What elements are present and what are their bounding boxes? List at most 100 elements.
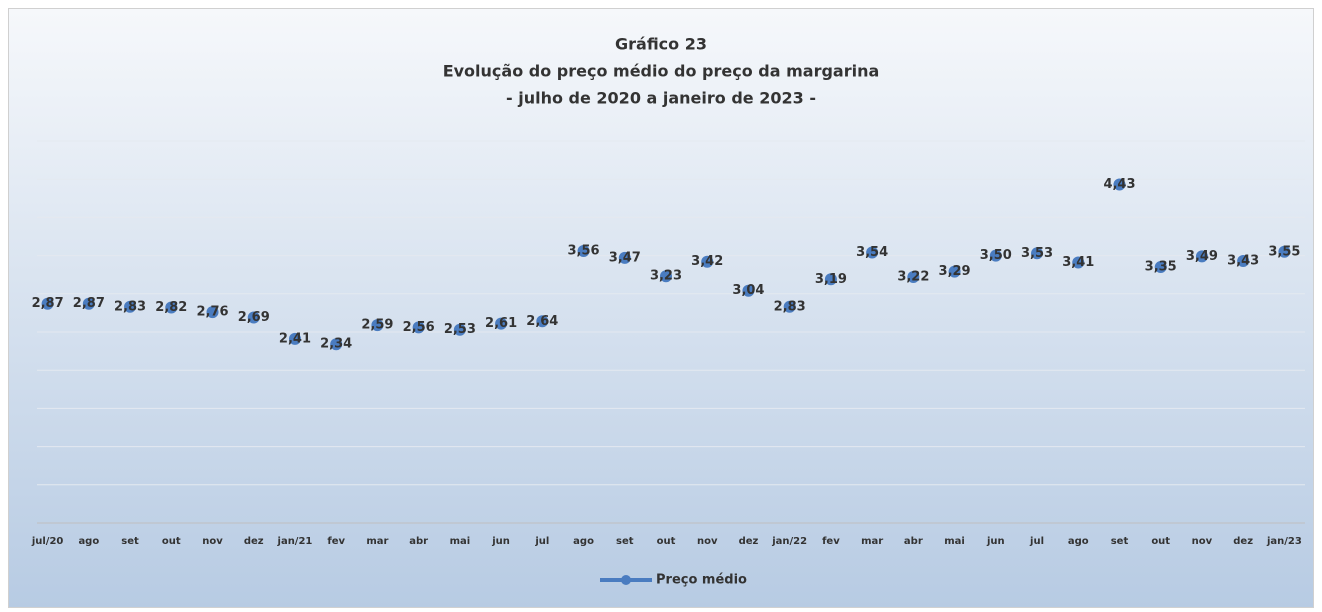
data-point xyxy=(1237,254,1250,267)
data-point xyxy=(1195,250,1208,263)
data-label: 2,59 xyxy=(361,318,393,333)
chart-subtitle: - julho de 2020 a janeiro de 2023 - xyxy=(506,89,816,108)
data-label: 2,87 xyxy=(32,296,64,311)
x-tick-label: dez xyxy=(739,536,759,547)
x-tick-label: mai xyxy=(944,536,965,547)
data-label: 3,04 xyxy=(732,283,764,298)
data-label: 3,53 xyxy=(1021,246,1053,261)
x-tick-label: mar xyxy=(366,536,388,547)
x-tick-label: mai xyxy=(450,536,471,547)
data-point xyxy=(577,245,590,258)
x-tick-label: set xyxy=(1111,536,1129,547)
data-point xyxy=(660,270,672,283)
x-tick-label: fev xyxy=(327,536,345,547)
x-tick-label: jul xyxy=(534,536,549,547)
data-label: 2,83 xyxy=(774,299,806,314)
data-label: 3,43 xyxy=(1227,253,1259,268)
chart-subtitle: Evolução do preço médio do preço da marg… xyxy=(443,62,880,81)
data-point xyxy=(1278,245,1291,258)
x-tick-label: jul/20 xyxy=(31,536,64,547)
data-label: 3,41 xyxy=(1062,255,1094,270)
data-label: 2,69 xyxy=(238,310,270,325)
chart-background xyxy=(8,8,1314,608)
data-point xyxy=(412,321,425,334)
data-label: 2,34 xyxy=(320,337,352,352)
data-label: 3,49 xyxy=(1186,249,1218,264)
x-tick-label: ago xyxy=(78,536,99,547)
data-point xyxy=(288,332,301,345)
data-label: 3,35 xyxy=(1145,260,1177,275)
x-tick-label: jan/22 xyxy=(771,536,807,547)
chart-title: Gráfico 23 xyxy=(615,35,707,54)
data-point xyxy=(866,246,879,259)
x-tick-label: set xyxy=(616,536,634,547)
data-point xyxy=(1072,256,1085,269)
data-label: 2,83 xyxy=(114,299,146,314)
x-tick-label: jan/23 xyxy=(1266,536,1302,547)
data-point xyxy=(124,300,137,313)
x-tick-label: set xyxy=(121,536,139,547)
data-point xyxy=(1154,261,1167,274)
x-tick-label: nov xyxy=(697,536,718,547)
data-point xyxy=(948,265,961,278)
data-point xyxy=(742,284,755,297)
data-point xyxy=(783,300,796,313)
data-point xyxy=(989,249,1002,262)
data-label: 2,64 xyxy=(526,314,558,329)
x-tick-label: dez xyxy=(244,536,264,547)
x-tick-label: ago xyxy=(573,536,594,547)
data-label: 3,54 xyxy=(856,245,888,260)
data-point xyxy=(907,270,920,283)
data-point xyxy=(247,311,260,324)
data-label: 3,23 xyxy=(650,269,682,284)
data-point xyxy=(1031,247,1044,260)
data-point xyxy=(824,273,837,286)
data-label: 3,47 xyxy=(609,250,641,265)
data-point xyxy=(453,323,466,336)
data-point xyxy=(495,317,508,330)
x-tick-label: abr xyxy=(409,536,428,547)
x-tick-label: mar xyxy=(861,536,883,547)
data-point xyxy=(330,338,343,351)
data-point xyxy=(536,315,549,328)
data-label: 4,43 xyxy=(1103,177,1135,192)
data-point xyxy=(618,251,631,264)
data-label: 3,50 xyxy=(980,248,1012,263)
x-tick-label: out xyxy=(657,536,676,547)
x-tick-label: ago xyxy=(1068,536,1089,547)
data-point xyxy=(206,306,219,319)
data-point xyxy=(701,255,714,268)
data-point xyxy=(165,301,178,314)
data-point xyxy=(1113,178,1126,191)
x-tick-label: nov xyxy=(202,536,223,547)
x-tick-label: jul xyxy=(1029,536,1044,547)
data-label: 2,56 xyxy=(403,320,435,335)
data-label: 3,19 xyxy=(815,272,847,287)
data-point xyxy=(41,297,54,310)
legend-label: Preço médio xyxy=(656,573,747,588)
x-tick-label: abr xyxy=(904,536,923,547)
data-label: 3,42 xyxy=(691,254,723,269)
x-tick-label: fev xyxy=(822,536,840,547)
data-label: 2,61 xyxy=(485,316,517,331)
data-label: 3,56 xyxy=(568,244,600,259)
data-label: 2,76 xyxy=(196,305,228,320)
data-label: 3,29 xyxy=(939,264,971,279)
data-label: 2,41 xyxy=(279,331,311,346)
data-point xyxy=(371,319,384,332)
x-tick-label: jan/21 xyxy=(277,536,313,547)
x-tick-label: dez xyxy=(1233,536,1253,547)
x-tick-label: nov xyxy=(1192,536,1213,547)
data-label: 2,82 xyxy=(155,300,187,315)
legend-marker xyxy=(621,575,631,585)
data-label: 2,53 xyxy=(444,322,476,337)
data-point xyxy=(82,297,95,310)
x-tick-label: jun xyxy=(986,536,1005,547)
data-label: 2,87 xyxy=(73,296,105,311)
x-tick-label: jun xyxy=(491,536,510,547)
data-label: 3,55 xyxy=(1268,244,1300,259)
data-label: 3,22 xyxy=(897,269,929,284)
x-tick-label: out xyxy=(1151,536,1170,547)
x-tick-label: out xyxy=(162,536,181,547)
